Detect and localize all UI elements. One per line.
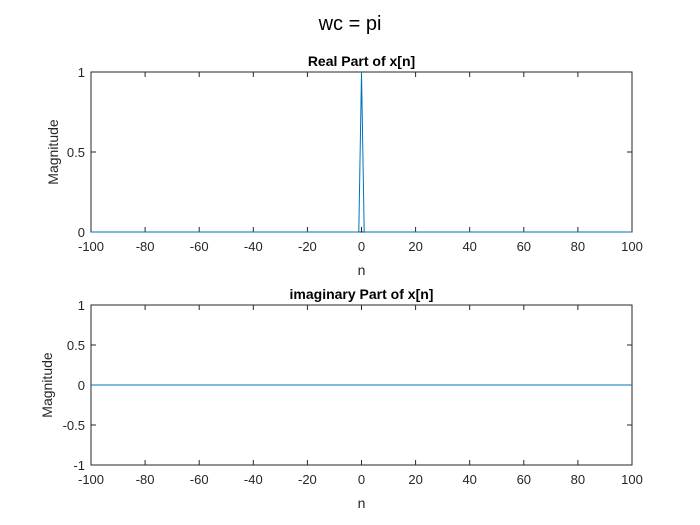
imag-xtick-label: 80: [571, 472, 585, 487]
imag-ylabel: Magnitude: [39, 352, 55, 418]
imag-xtick-label: 20: [408, 472, 422, 487]
real-part-plot: -100 -80 -60 -40 -20 0 20 40 60 80 100 0 0.5 1 Real Pa…: [45, 53, 643, 278]
imag-xtick-label: 40: [462, 472, 476, 487]
real-xtick-label: -60: [190, 239, 209, 254]
imag-xtick-label: 60: [517, 472, 531, 487]
real-xtick-label: 0: [358, 239, 365, 254]
real-xlabel: n: [358, 262, 366, 278]
imag-ytick-label: 1: [78, 298, 85, 313]
real-xtick-label: -20: [298, 239, 317, 254]
real-ytick-label: 0.5: [67, 145, 85, 160]
imag-ytick-label: -0.5: [63, 418, 85, 433]
real-series-line: [91, 71, 632, 233]
imaginary-part-plot: -100 -80 -60 -40 -20 0 20 40 60 80 100 -1 -0.5 0 0.5 1 i…: [39, 286, 643, 511]
imag-xtick-label: -20: [298, 472, 317, 487]
real-plot-title: Real Part of x[n]: [308, 53, 415, 69]
real-xtick-label: -40: [244, 239, 263, 254]
real-ylabel: Magnitude: [45, 119, 61, 185]
imag-xtick-label: -80: [136, 472, 155, 487]
imag-xtick-label: -100: [78, 472, 104, 487]
real-xtick-label: -80: [136, 239, 155, 254]
imag-xtick-label: 100: [621, 472, 643, 487]
imag-xtick-label: 0: [358, 472, 365, 487]
real-xtick-label: 80: [571, 239, 585, 254]
imag-ytick-label: 0: [78, 378, 85, 393]
figure-title: wc = pi: [318, 13, 382, 35]
real-xtick-label: 40: [462, 239, 476, 254]
real-xtick-label: 20: [408, 239, 422, 254]
real-ytick-label: 1: [78, 65, 85, 80]
real-ytick-label: 0: [78, 225, 85, 240]
imag-xlabel: n: [358, 495, 366, 511]
imag-xtick-label: -40: [244, 472, 263, 487]
imag-xtick-label: -60: [190, 472, 209, 487]
real-xtick-label: 100: [621, 239, 643, 254]
imag-ytick-label: 0.5: [67, 338, 85, 353]
imag-plot-title: imaginary Part of x[n]: [290, 286, 434, 302]
imag-ytick-label: -1: [73, 458, 85, 473]
real-xtick-label: -100: [78, 239, 104, 254]
real-xtick-label: 60: [517, 239, 531, 254]
